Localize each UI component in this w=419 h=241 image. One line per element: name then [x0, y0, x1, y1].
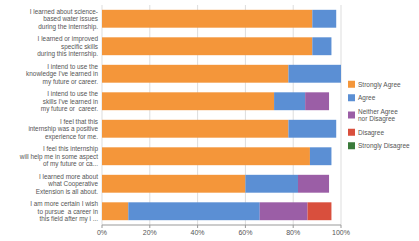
tick-label: 80% [286, 229, 300, 236]
category-label: I learned or improvedspecific skillsduri… [37, 35, 98, 58]
bar-segment [102, 37, 312, 55]
bar-segment [331, 147, 332, 165]
category-label: I learned more aboutwhat CooperativeExte… [36, 173, 99, 195]
legend: Strongly Agree Agree Neither Agreenor Disa… [348, 81, 410, 151]
bar-segment [288, 65, 341, 83]
grid-line [341, 5, 342, 225]
bar-segment [341, 65, 342, 83]
bar-segment [102, 147, 310, 165]
bar-segment [331, 37, 332, 55]
tick-label: 100% [332, 229, 350, 236]
tick-label: 60% [238, 229, 252, 236]
bar-segment [102, 65, 288, 83]
category-label: I learned about science-based water issu… [30, 8, 98, 31]
bar-segment [274, 92, 305, 110]
bar-segment [245, 175, 298, 193]
bar-segment [336, 120, 337, 138]
bar-segment [331, 202, 332, 220]
legend-label: Neither Agreenor Disagree [358, 108, 398, 124]
category-label: I feel this internshipwill help me in so… [19, 145, 99, 168]
tick-label: 40% [191, 229, 205, 236]
legend-swatch [348, 142, 355, 149]
bar-segment [331, 37, 332, 55]
bar-segment [102, 175, 245, 193]
category-label: I intend to use theskills I've learned i… [41, 90, 99, 113]
bar-segment [312, 10, 336, 28]
category-label: I intend to use theknowledge I've learne… [26, 63, 98, 86]
bar-segment [331, 147, 332, 165]
bar-segment [341, 65, 342, 83]
bar-segment [331, 37, 332, 55]
x-axis-line [102, 225, 341, 226]
bar-segment [305, 92, 329, 110]
legend-swatch [348, 112, 355, 119]
bar-segment [308, 202, 332, 220]
legend-label: Strongly Disagree [358, 142, 410, 150]
bar-segment [310, 147, 332, 165]
bar-segment [102, 92, 274, 110]
legend-swatch [348, 94, 355, 101]
legend-swatch [348, 129, 355, 136]
tick-label: 20% [143, 229, 157, 236]
bar-segment [329, 175, 330, 193]
bar-segment [336, 10, 337, 28]
legend-swatch [348, 81, 355, 88]
bar-segment [336, 120, 337, 138]
bar-segment [341, 65, 342, 83]
legend-label: Agree [358, 94, 376, 102]
bar-segment [288, 120, 336, 138]
bar-segment [102, 120, 288, 138]
bar-segment [331, 147, 332, 165]
category-label: I am more certain I wishto pursue a care… [30, 200, 98, 223]
bar-segment [260, 202, 308, 220]
chart: 0% 20% 40% 60% 80% 100% I learned about scienc… [0, 0, 419, 241]
bar-segment [102, 10, 312, 28]
bar-segment [128, 202, 259, 220]
bar-segment [329, 92, 330, 110]
bar-segment [336, 10, 337, 28]
tick-label: 0% [97, 229, 107, 236]
grid [102, 5, 341, 225]
legend-label: Disagree [358, 129, 384, 137]
legend-label: Strongly Agree [358, 81, 401, 89]
bar-segment [312, 37, 331, 55]
bars [102, 10, 341, 220]
bar-segment [336, 120, 337, 138]
bar-segment [329, 175, 330, 193]
bar-segment [298, 175, 329, 193]
category-label: I feel that thisinternship was a positiv… [28, 118, 98, 141]
bar-segment [336, 10, 337, 28]
bar-segment [329, 92, 330, 110]
bar-segment [102, 202, 128, 220]
